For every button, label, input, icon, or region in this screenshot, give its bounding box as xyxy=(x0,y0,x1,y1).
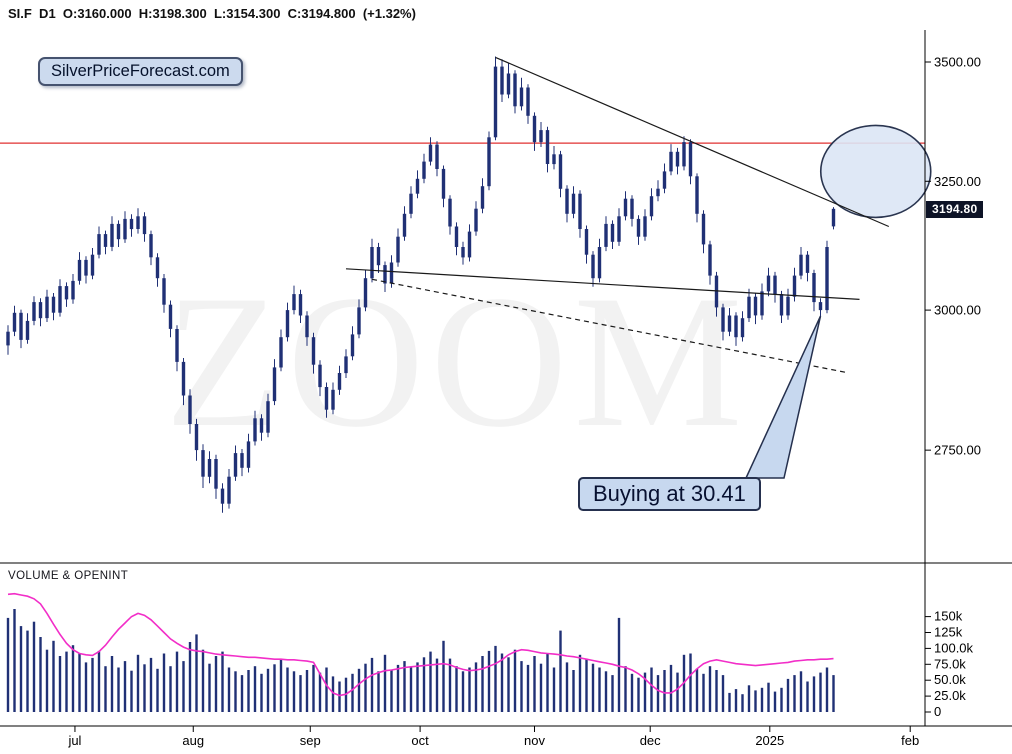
svg-text:dec: dec xyxy=(640,733,661,748)
svg-text:75.0k: 75.0k xyxy=(934,656,966,671)
trendline-1 xyxy=(495,56,890,228)
svg-text:jul: jul xyxy=(67,733,81,748)
svg-text:2025: 2025 xyxy=(755,733,784,748)
ohlc-header: SI.F D1 O:3160.000 H:3198.300 L:3154.300… xyxy=(8,6,416,21)
svg-text:sep: sep xyxy=(300,733,321,748)
background-watermark: ZOOM xyxy=(165,257,748,467)
svg-text:aug: aug xyxy=(182,733,204,748)
svg-text:3250.00: 3250.00 xyxy=(934,174,981,189)
buy-callout-pointer xyxy=(744,315,822,479)
svg-text:25.0k: 25.0k xyxy=(934,688,966,703)
candles-layer xyxy=(6,56,836,513)
target-ellipse xyxy=(819,124,932,219)
svg-text:3000.00: 3000.00 xyxy=(934,303,981,318)
volume-panel-title: VOLUME & OPENINT xyxy=(8,570,129,582)
trendline-2 xyxy=(345,268,860,300)
svg-text:100.0k: 100.0k xyxy=(934,640,974,655)
buy-annotation: Buying at 30.41 xyxy=(578,477,761,511)
volume-layer xyxy=(6,609,835,712)
svg-text:50.0k: 50.0k xyxy=(934,672,966,687)
svg-text:150k: 150k xyxy=(934,609,963,624)
svg-text:2750.00: 2750.00 xyxy=(934,443,981,458)
svg-text:3500.00: 3500.00 xyxy=(934,55,981,70)
axes: 3500.00 3250.00 3000.00 2750.00 150k125k100.… xyxy=(0,30,1012,748)
svg-text:feb: feb xyxy=(901,733,919,748)
open-interest-line xyxy=(7,592,834,697)
branding-label: SilverPriceForecast.com xyxy=(38,57,243,86)
svg-text:125k: 125k xyxy=(934,625,963,640)
svg-text:oct: oct xyxy=(411,733,429,748)
svg-text:nov: nov xyxy=(524,733,545,748)
last-price-tag: 3194.80 xyxy=(926,201,984,218)
svg-text:0: 0 xyxy=(934,704,941,719)
